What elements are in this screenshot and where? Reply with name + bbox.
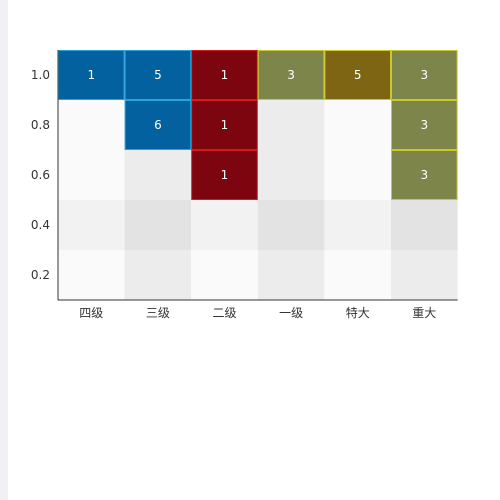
heatmap-cell-label: 1 xyxy=(87,68,95,82)
heatmap-background-cell xyxy=(324,250,391,300)
heatmap-background-cell xyxy=(324,200,391,250)
heatmap-cell[interactable] xyxy=(391,50,458,100)
heatmap-cell[interactable] xyxy=(124,50,192,100)
x-tick-label: 一级 xyxy=(279,306,303,320)
heatmap-cell-label: 3 xyxy=(420,168,428,182)
chart-panel: 1 5 6 1 1 1 3 5 3 3 3 0.2 0.4 0.6 0.8 1.0 四级 三级 二级 一级 特大 重大 xyxy=(8,0,500,500)
heatmap-background-cell xyxy=(58,250,125,300)
heatmap-cell[interactable] xyxy=(391,150,458,200)
heatmap-cell[interactable] xyxy=(391,100,458,150)
y-tick-label: 1.0 xyxy=(31,68,50,82)
heatmap-background-cell xyxy=(257,100,325,150)
heatmap-cell-label: 6 xyxy=(154,118,162,132)
x-tick-label: 特大 xyxy=(346,305,370,320)
heatmap-background-cell xyxy=(391,200,458,250)
y-tick-label: 0.4 xyxy=(31,218,50,232)
heatmap-background-cell xyxy=(124,200,192,250)
y-tick-label: 0.2 xyxy=(31,268,50,282)
heatmap-cell[interactable] xyxy=(257,50,325,100)
heatmap-cell-label: 1 xyxy=(221,68,229,82)
x-tick-label: 重大 xyxy=(412,306,436,320)
x-tick-label: 三级 xyxy=(146,306,170,320)
heatmap-background-cell xyxy=(257,250,325,300)
heatmap-background-cell xyxy=(257,200,325,250)
heatmap-cell-label: 5 xyxy=(154,68,162,82)
heatmap-cell[interactable] xyxy=(191,100,258,150)
heatmap-background-cell xyxy=(324,150,391,200)
heatmap-background-cell xyxy=(124,150,192,200)
x-tick-label: 二级 xyxy=(212,306,236,320)
heatmap-background-cell xyxy=(391,250,458,300)
heatmap-cell[interactable] xyxy=(324,50,391,100)
heatmap-background-cell xyxy=(257,150,325,200)
heatmap-background-cell xyxy=(58,100,125,150)
heatmap-cell[interactable] xyxy=(58,50,125,100)
heatmap-background-cell xyxy=(58,200,125,250)
heatmap-cell[interactable] xyxy=(124,100,192,150)
y-tick-label: 0.8 xyxy=(31,118,50,132)
x-tick-label: 四级 xyxy=(79,306,103,320)
heatmap-background-cell xyxy=(124,250,192,300)
heatmap-cell-label: 1 xyxy=(221,118,229,132)
heatmap-cell-label: 3 xyxy=(420,68,428,82)
heatmap-background-cell xyxy=(191,250,258,300)
heatmap-background-cell xyxy=(324,100,391,150)
heatmap-background-cell xyxy=(191,200,258,250)
heatmap-cell[interactable] xyxy=(191,50,258,100)
heatmap-chart: 1 5 6 1 1 1 3 5 3 3 3 0.2 0.4 0.6 0.8 1.0 四级 三级 二级 一级 特大 重大 xyxy=(31,50,458,320)
heatmap-cell-label: 3 xyxy=(287,68,295,82)
heatmap-background-cell xyxy=(58,150,125,200)
heatmap-cell[interactable] xyxy=(191,150,258,200)
y-tick-label: 0.6 xyxy=(31,168,50,182)
heatmap-cell-label: 3 xyxy=(420,118,428,132)
heatmap-cell-label: 5 xyxy=(354,68,362,82)
heatmap-cell-label: 1 xyxy=(221,168,229,182)
